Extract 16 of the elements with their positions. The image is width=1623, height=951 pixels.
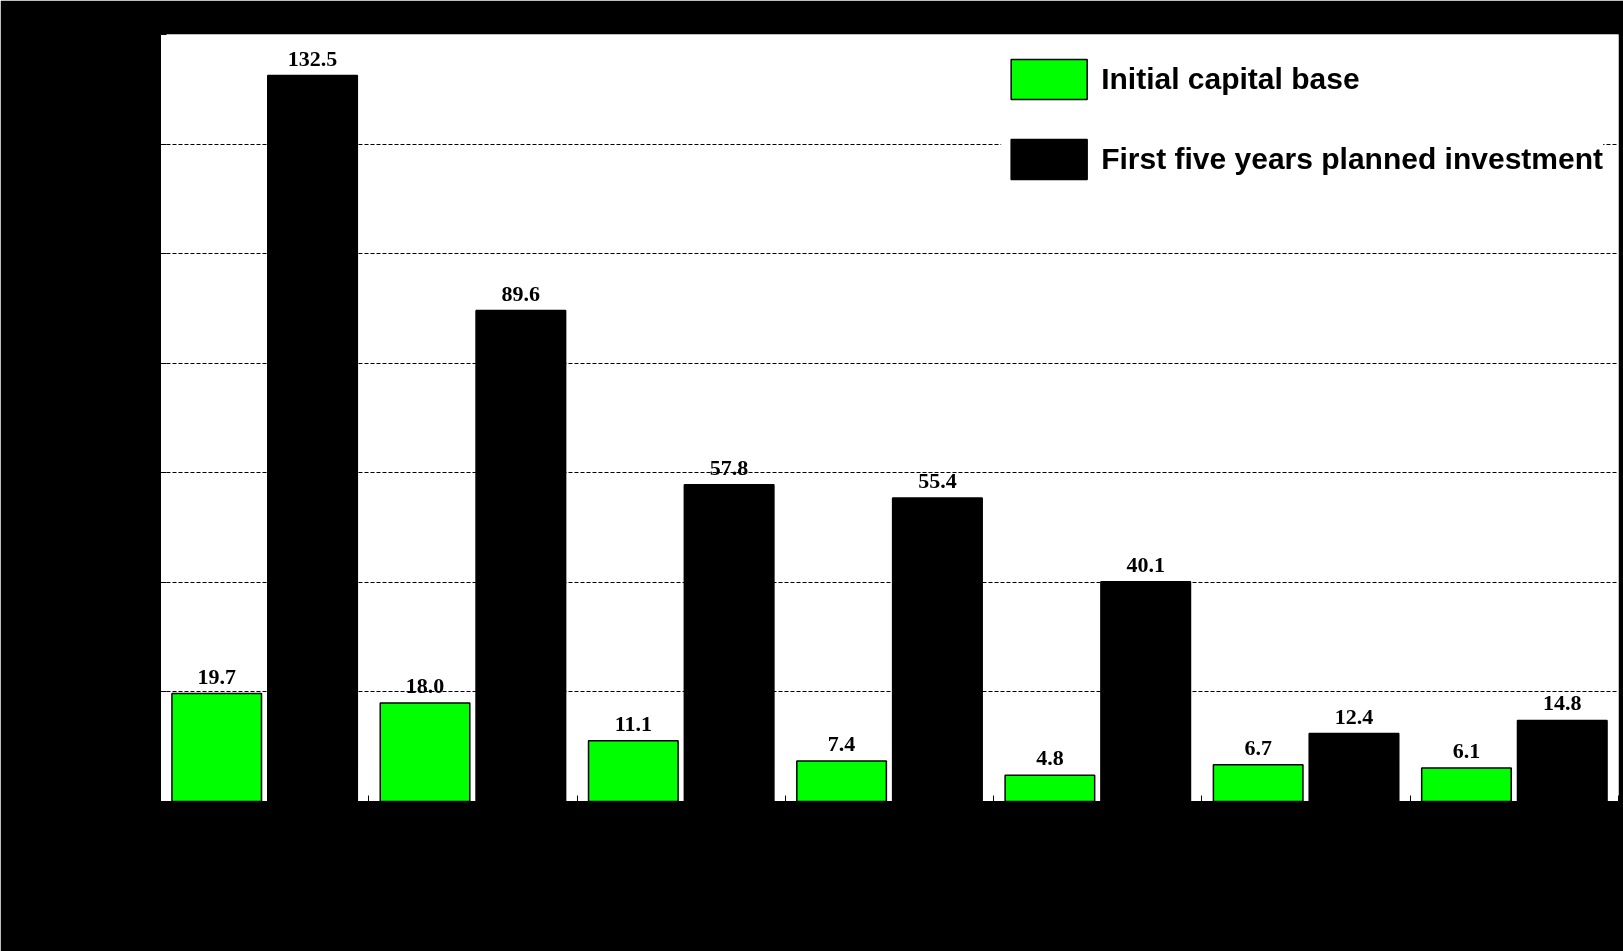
data-label: 89.6	[501, 280, 541, 306]
data-label: 40.1	[1126, 551, 1165, 577]
data-label: 18.0	[405, 672, 445, 698]
data-label: 132.5	[287, 45, 338, 71]
legend-label: Initial capital base	[1101, 61, 1360, 97]
legend-label: First five years planned investment	[1101, 141, 1603, 177]
data-label: 6.1	[1452, 738, 1481, 764]
data-label: 14.8	[1543, 690, 1582, 716]
data-label: 11.1	[614, 710, 652, 736]
data-label: 57.8	[709, 454, 749, 480]
data-label: 6.7	[1244, 734, 1272, 760]
data-label: 12.4	[1334, 703, 1374, 729]
data-label: 4.8	[1036, 745, 1064, 771]
data-label: 55.4	[918, 467, 957, 493]
data-label: 19.7	[197, 663, 236, 689]
data-label: 7.4	[827, 730, 856, 756]
